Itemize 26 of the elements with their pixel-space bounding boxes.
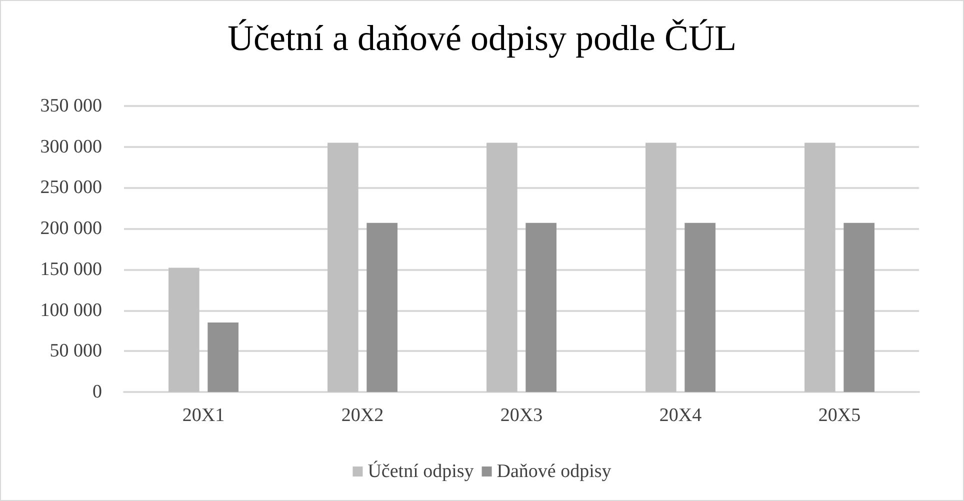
y-tick-label: 350 000 xyxy=(40,96,102,116)
y-tick-label: 100 000 xyxy=(40,300,102,321)
bar xyxy=(684,222,716,392)
bar xyxy=(804,142,836,392)
legend-label: Účetní odpisy xyxy=(368,460,474,482)
y-tick-label: 0 xyxy=(92,382,102,402)
y-tick-label: 150 000 xyxy=(40,258,102,280)
bar xyxy=(328,142,358,392)
bar xyxy=(486,142,518,392)
y-tick-label: 50 000 xyxy=(50,340,102,362)
legend-label: Daňové odpisy xyxy=(496,461,612,482)
x-tick-label: 20X5 xyxy=(818,405,861,426)
bar xyxy=(844,222,874,392)
bar xyxy=(526,222,556,392)
x-tick-label: 20X1 xyxy=(182,405,225,426)
bar xyxy=(208,322,238,392)
bar xyxy=(366,222,398,392)
y-tick-label: 200 000 xyxy=(40,218,102,240)
x-tick-label: 20X4 xyxy=(659,405,702,426)
bar xyxy=(646,142,676,392)
y-tick-label: 250 000 xyxy=(40,177,102,198)
x-tick-label: 20X2 xyxy=(341,405,384,426)
y-tick-label: 300 000 xyxy=(40,136,102,158)
bar xyxy=(168,268,200,392)
chart-title: Účetní a daňové odpisy podle ČÚL xyxy=(228,18,736,58)
x-tick-label: 20X3 xyxy=(500,405,543,426)
